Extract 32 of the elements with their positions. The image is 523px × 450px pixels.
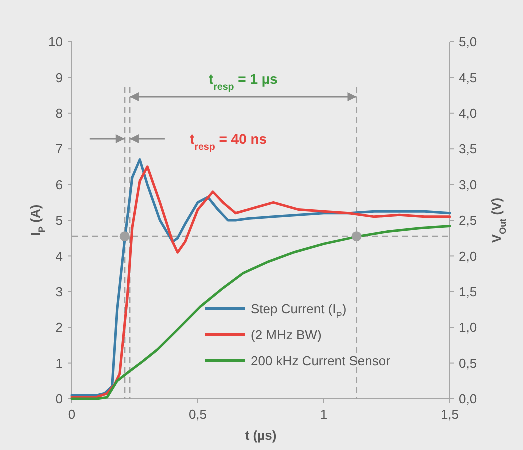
- y-tick-label: 3: [56, 284, 63, 300]
- legend-label: Step Current (I$_{P}$): [251, 302, 347, 321]
- y-tick-label: 6: [56, 177, 63, 192]
- annotation: t$_{resp}$ = 1 µs: [208, 71, 278, 92]
- legend-label: (2 MHz BW): [251, 328, 322, 343]
- y2-tick-label: 3,5: [459, 142, 478, 157]
- x-tick-label: 0: [68, 407, 76, 422]
- y-tick-label: 7: [56, 142, 63, 157]
- y2-tick-label: 4,0: [459, 106, 478, 121]
- y-tick-label: 0: [56, 392, 63, 407]
- legend-label: 200 kHz Current Sensor: [251, 354, 392, 369]
- y-tick-label: 10: [48, 34, 63, 50]
- x-tick-label: 1,5: [440, 407, 460, 422]
- y-tick-label: 2: [56, 320, 63, 336]
- y2-tick-label: 0,5: [459, 356, 478, 371]
- y2-tick-label: 2,5: [459, 213, 478, 228]
- y2-tick-label: 4,5: [459, 70, 478, 86]
- x-tick-label: 1: [320, 407, 328, 422]
- y-tick-label: 4: [56, 248, 63, 264]
- y-tick-label: 1: [56, 356, 63, 371]
- y2-tick-label: 0,0: [459, 392, 478, 407]
- y-tick-label: 9: [56, 70, 63, 86]
- y2-tick-label: 5,0: [459, 34, 478, 50]
- x-tick-label: 0,5: [188, 407, 208, 422]
- annotation: t$_{resp}$ = 40 ns: [190, 131, 268, 152]
- y-tick-label: 8: [56, 106, 63, 121]
- y-tick-label: 5: [56, 213, 63, 228]
- y2-tick-label: 1,0: [459, 320, 478, 336]
- y2-tick-label: 2,0: [459, 248, 478, 264]
- y2-tick-label: 1,5: [459, 284, 478, 300]
- x-axis-title: t (µs): [245, 428, 277, 443]
- y2-tick-label: 3,0: [459, 177, 478, 192]
